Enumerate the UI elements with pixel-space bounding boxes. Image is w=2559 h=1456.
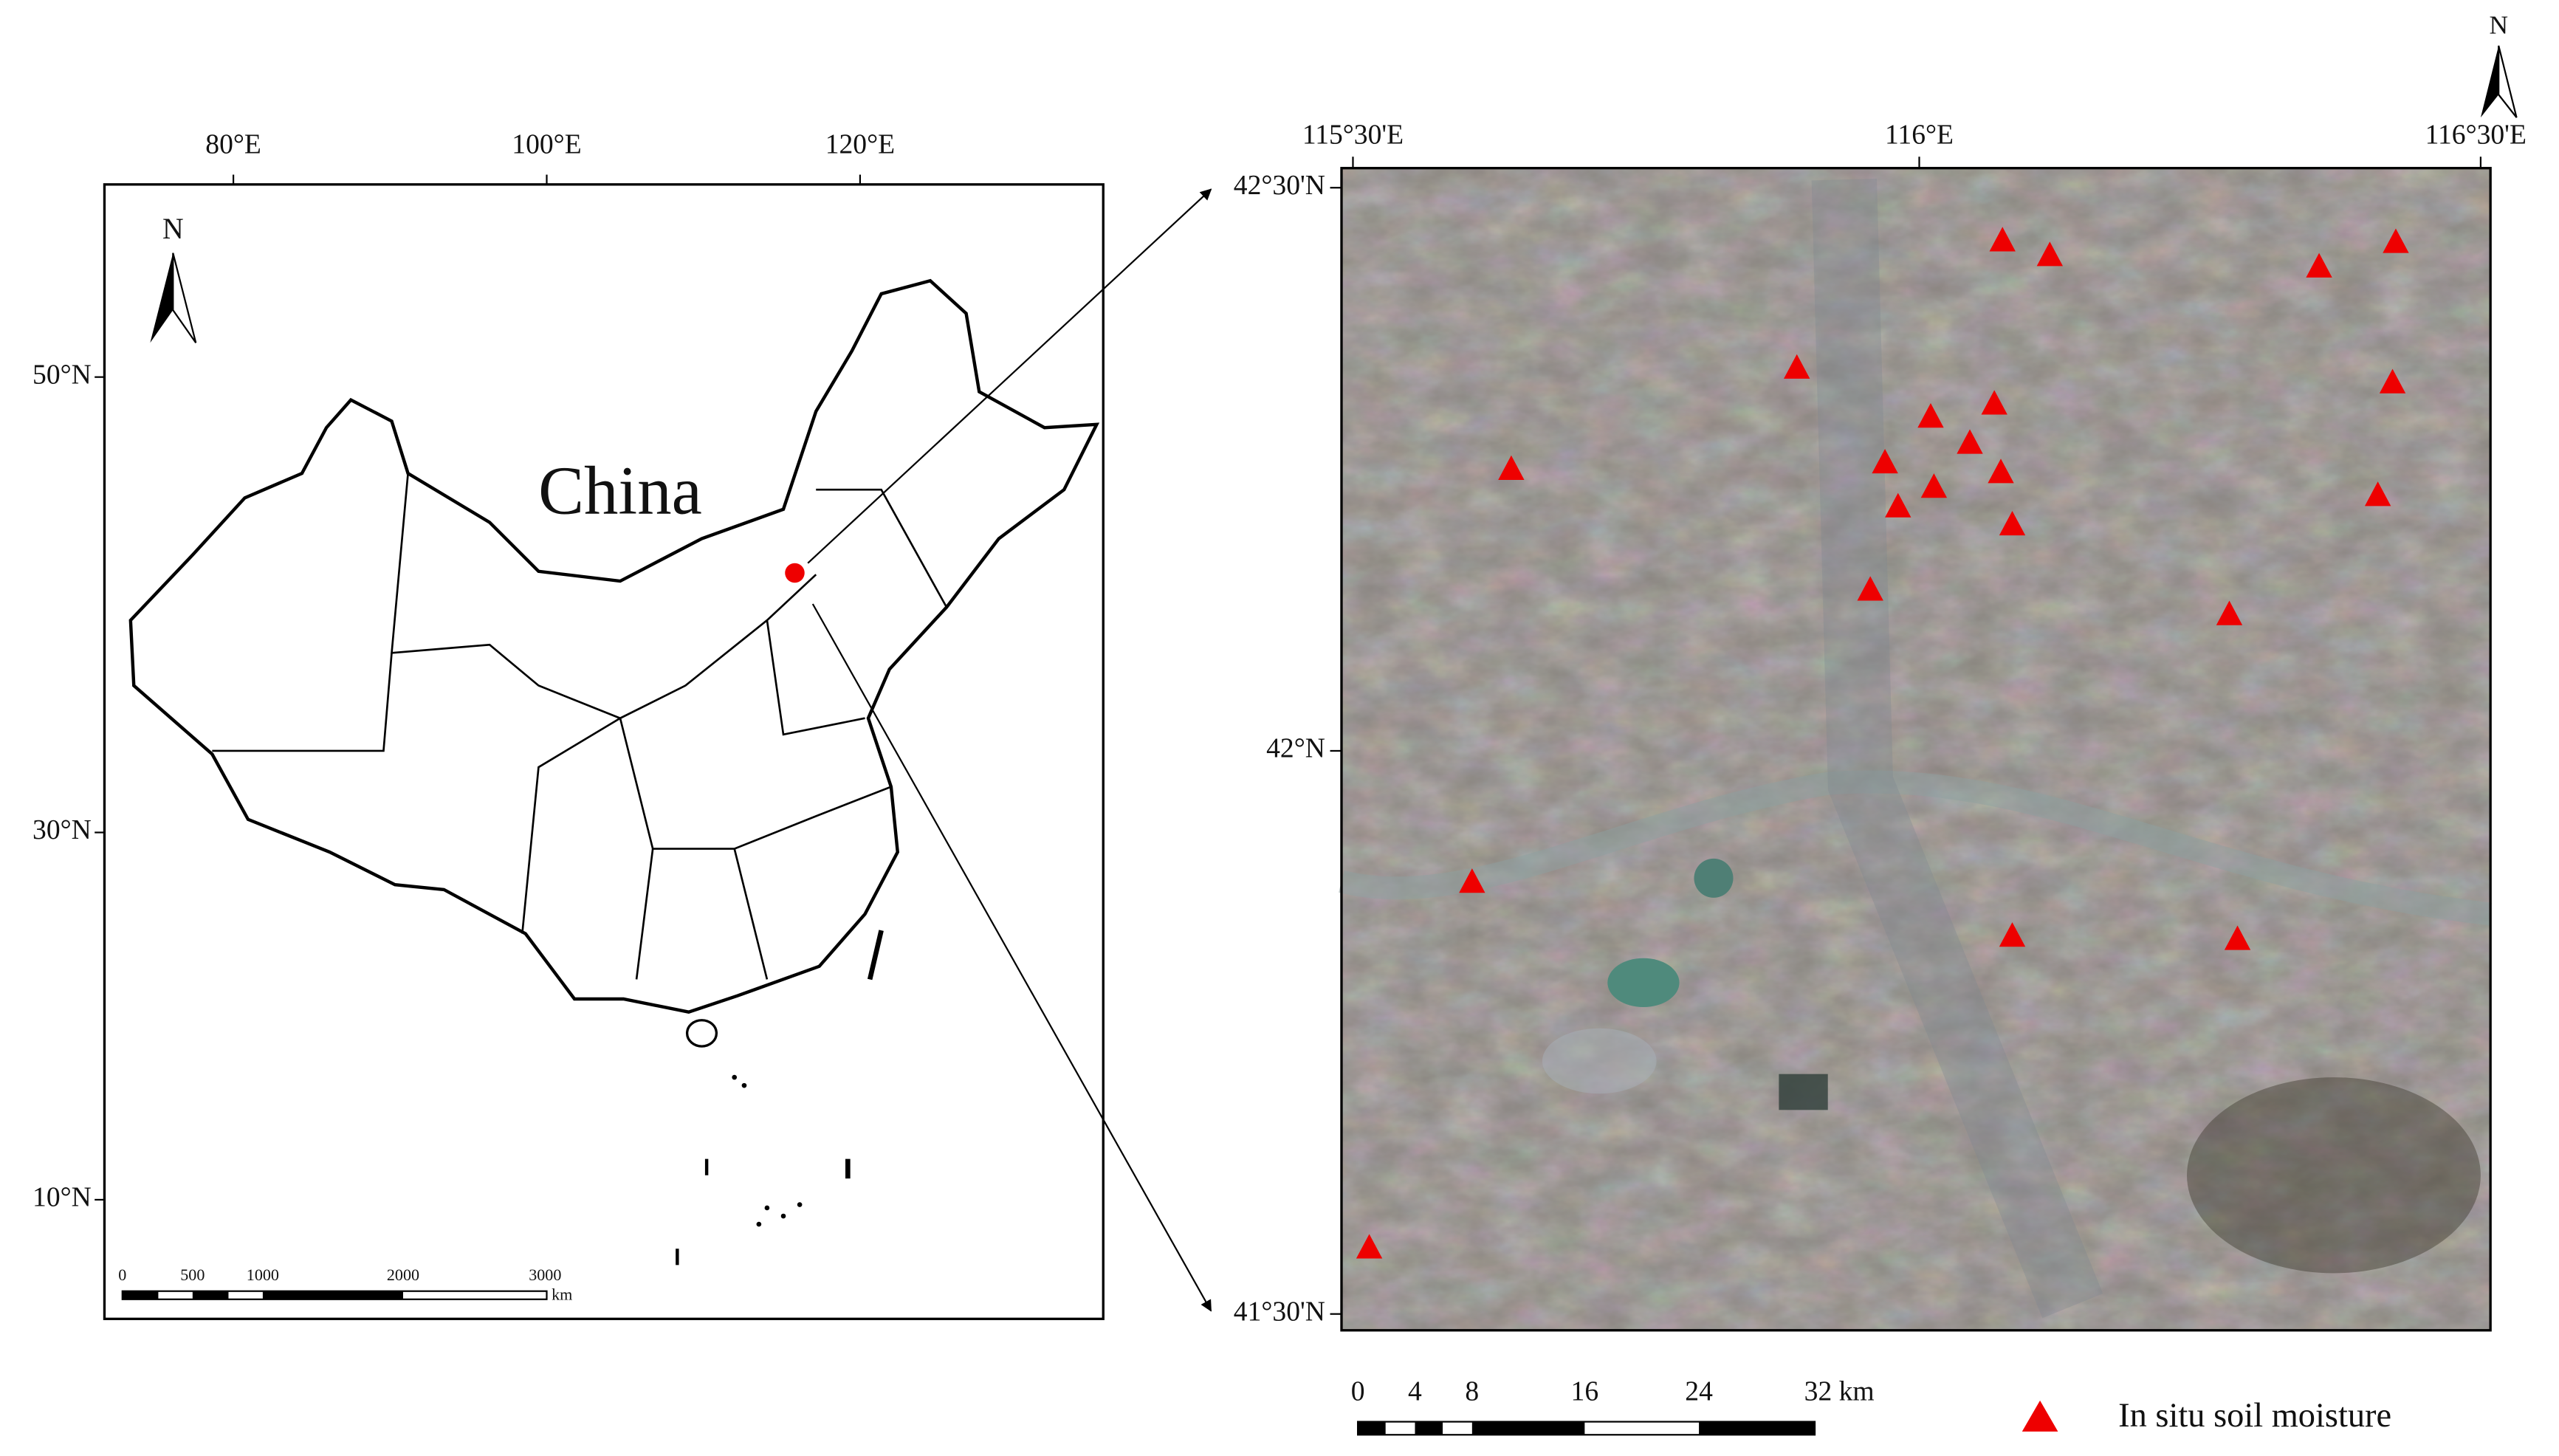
station-marker [2379, 368, 2406, 394]
scale-unit: km [552, 1285, 572, 1303]
station-marker [2364, 481, 2391, 506]
scale-label: 32 km [1804, 1377, 1875, 1407]
stations [1356, 227, 2409, 1259]
scale-label: 2000 [387, 1266, 419, 1284]
lat-label: 41°30'N [1234, 1297, 1325, 1327]
scale-label: 0 [118, 1266, 126, 1284]
scale-label: 24 [1685, 1377, 1713, 1407]
lat-label: 30°N [32, 815, 92, 845]
station-marker [1999, 922, 2026, 947]
north-arrow [2498, 45, 2518, 118]
station-marker [2306, 253, 2332, 278]
station-marker [1885, 492, 1911, 518]
lat-label: 50°N [32, 360, 92, 390]
station-marker [2216, 600, 2243, 625]
lon-label: 120°E [825, 130, 895, 160]
legend-marker [2022, 1400, 2058, 1432]
station-marker [1498, 455, 1525, 480]
scale-label: 16 [1571, 1377, 1599, 1407]
lat-label: 10°N [32, 1183, 92, 1213]
station-marker [1920, 473, 1948, 498]
scale-label: 4 [1408, 1377, 1422, 1407]
lat-label: 42°30'N [1234, 171, 1325, 201]
frame [1340, 167, 2492, 1332]
station-marker [1999, 510, 2026, 536]
scale-label: 1000 [247, 1266, 279, 1284]
station-marker [2036, 241, 2064, 267]
station-marker [1957, 429, 1983, 454]
legend-label: In situ soil moisture [2118, 1397, 2391, 1435]
hainan [685, 1019, 718, 1048]
china-outline [128, 278, 1100, 1014]
frame-ticks [95, 174, 862, 1201]
station-marker [1989, 227, 2016, 252]
right-map: 115°30'E 116°E 116°30'E 42°30'N 42°N 41°… [1234, 10, 2527, 1436]
north-label: N [2489, 10, 2508, 40]
station-marker [1988, 459, 2014, 484]
station-marker [1459, 868, 1485, 893]
scale-label: 500 [180, 1266, 205, 1284]
scale-label: 3000 [529, 1266, 561, 1284]
lon-label: 100°E [512, 130, 581, 160]
zoom-line [807, 188, 1212, 564]
image-texture [1341, 168, 2491, 1330]
province-lines [212, 473, 948, 980]
lon-label: 80°E [205, 130, 261, 160]
scale-bar [1356, 1421, 1816, 1436]
station-marker [2224, 925, 2251, 950]
zoom-line [811, 603, 1212, 1312]
frame [103, 183, 1105, 1320]
scale-label: 8 [1465, 1377, 1479, 1407]
country-label: China [538, 453, 702, 529]
north-arrow [172, 253, 197, 343]
north-arrow [150, 253, 174, 343]
taiwan [867, 930, 884, 981]
left-map: 80°E 100°E 120°E 50°N 30°N 10°N China N … [32, 130, 1105, 1320]
station-marker [1784, 354, 1810, 379]
lon-label: 116°30'E [2425, 120, 2527, 150]
lon-label: 116°E [1885, 120, 1954, 150]
station-marker [1917, 403, 1944, 428]
scale-label: 0 [1351, 1377, 1365, 1407]
image-features [1339, 178, 2492, 1319]
study-site [785, 563, 805, 583]
lon-label: 115°30'E [1302, 120, 1404, 150]
scale-bar [121, 1290, 548, 1300]
north-label: N [162, 213, 184, 245]
frame-ticks [1330, 157, 2482, 1315]
station-marker [1981, 390, 2007, 415]
north-arrow [2480, 45, 2499, 118]
lat-label: 42°N [1266, 734, 1325, 764]
station-marker [2383, 228, 2409, 253]
station-marker [1356, 1234, 1383, 1259]
islands [676, 1074, 851, 1266]
station-marker [1857, 576, 1883, 601]
station-marker [1872, 448, 1898, 474]
